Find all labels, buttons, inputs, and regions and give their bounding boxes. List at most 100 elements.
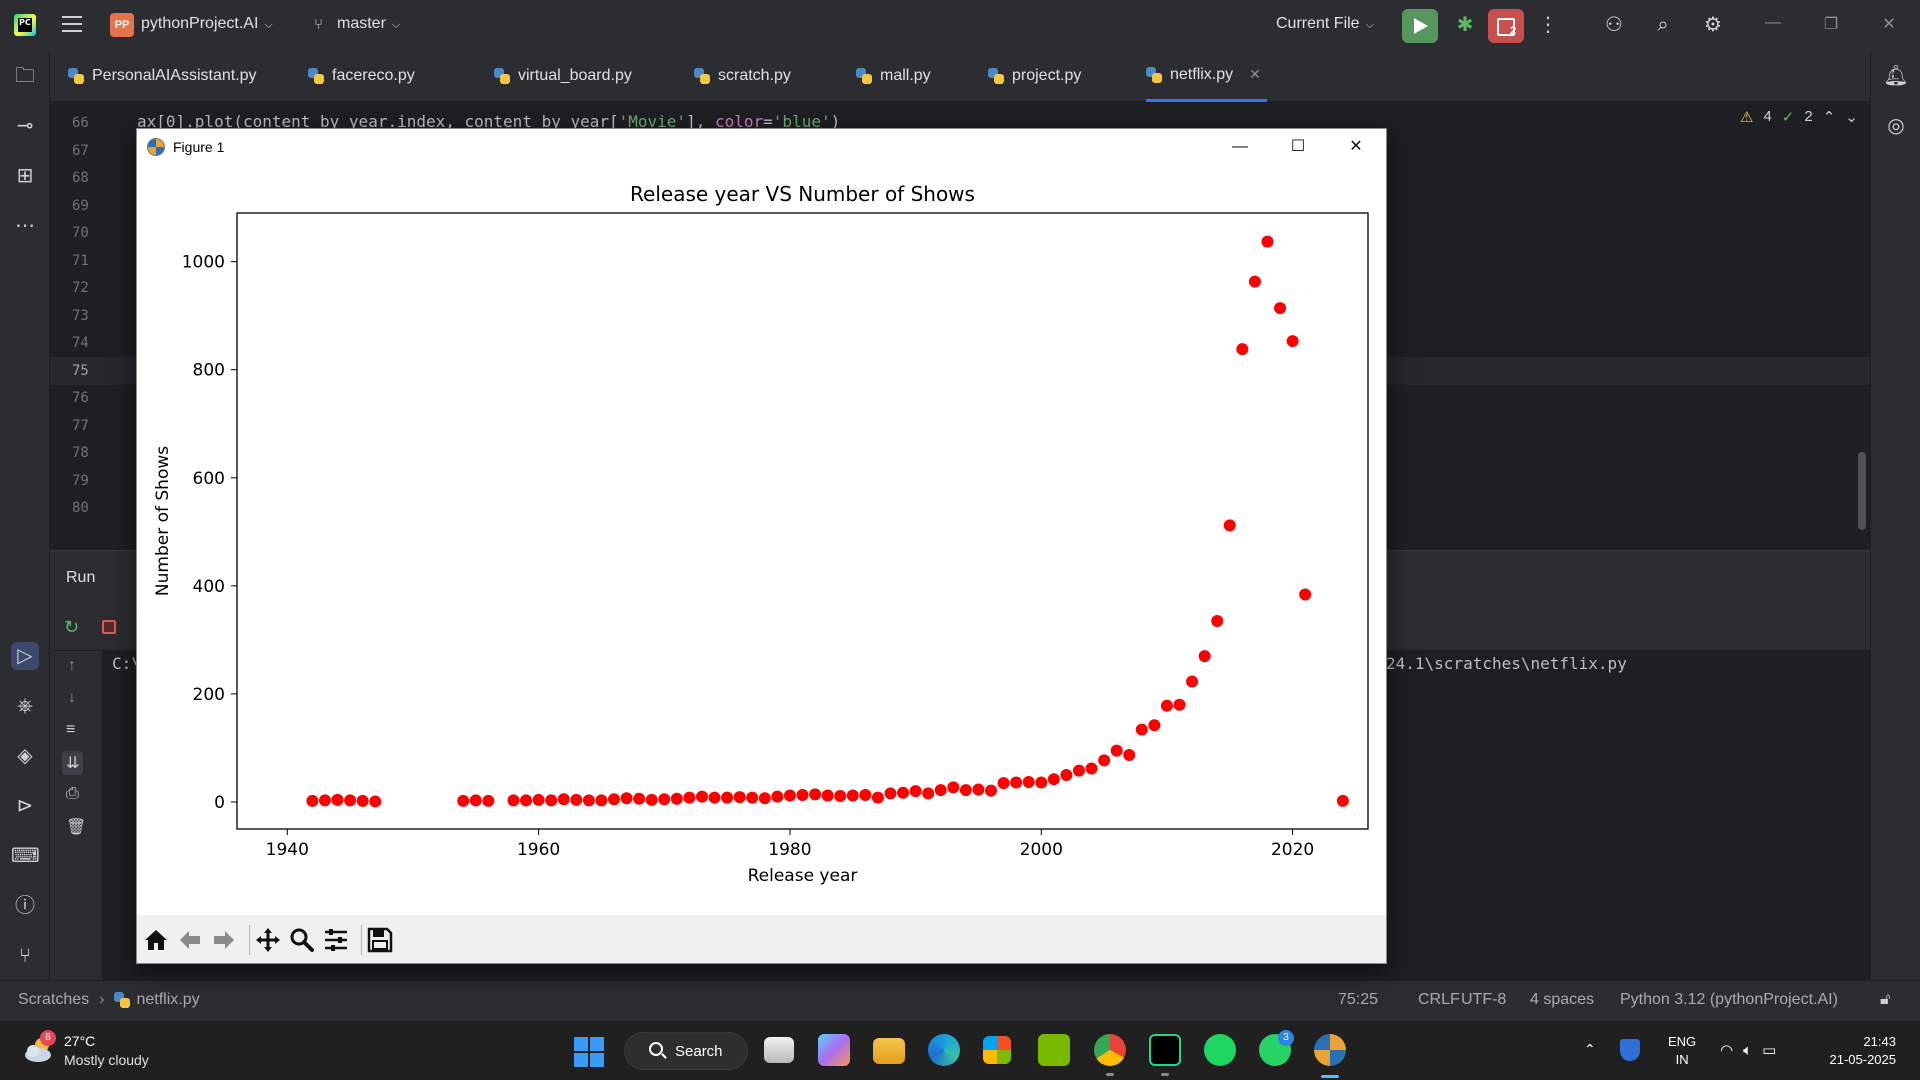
maximize-icon[interactable]: ☐ <box>1290 138 1306 155</box>
chevron-down-icon[interactable]: ⌄ <box>1845 109 1858 126</box>
structure-icon[interactable]: ⊞ <box>16 165 34 187</box>
rerun-icon[interactable]: ↻ <box>64 617 80 637</box>
chevron-up-icon[interactable]: ⌃ <box>1822 109 1836 126</box>
spotify-icon[interactable] <box>1204 1034 1236 1066</box>
branch-selector[interactable]: master ⌵ <box>337 15 400 33</box>
lock-icon[interactable]: 🔓︎ <box>1880 991 1891 1008</box>
project-selector[interactable]: pythonProject.AI ⌵ <box>141 15 273 33</box>
minimize-icon[interactable]: — <box>1232 138 1248 155</box>
project-folder-icon[interactable]: 🗀 <box>15 65 35 87</box>
input-language[interactable]: ENG IN <box>1668 1033 1696 1069</box>
system-tray[interactable]: ◠🔈︎▭ <box>1720 1041 1786 1059</box>
weather-temperature[interactable]: 27°C <box>64 1033 96 1049</box>
copilot-icon[interactable] <box>818 1034 850 1066</box>
run-config-selector[interactable]: Current File ⌵ <box>1276 15 1374 33</box>
pycharm-logo-icon[interactable]: PC <box>14 14 36 36</box>
ms-store-icon[interactable] <box>983 1036 1011 1064</box>
tab-personalaiassistant[interactable]: PersonalAIAssistant.py <box>68 50 257 102</box>
interpreter-selector[interactable]: Python 3.12 (pythonProject.AI) <box>1620 991 1838 1008</box>
matplotlib-figure-icon[interactable] <box>1314 1034 1346 1066</box>
services-icon[interactable]: ⊳ <box>16 795 34 817</box>
arrow-down-icon[interactable]: ↓ <box>68 689 76 706</box>
zoom-icon[interactable] <box>289 927 315 953</box>
back-arrow-icon[interactable] <box>177 927 203 953</box>
minimize-icon[interactable]: — <box>1765 14 1781 31</box>
python-packages-icon[interactable]: ◈ <box>17 745 33 767</box>
forward-arrow-icon[interactable] <box>211 927 237 953</box>
commit-icon[interactable]: ⊸ <box>16 115 34 137</box>
figure-canvas[interactable]: Release year VS Number of Shows Release … <box>137 165 1386 915</box>
figure-titlebar: Figure 1 — ☐ ✕ <box>137 129 1386 165</box>
pan-icon[interactable] <box>255 927 281 953</box>
trash-icon[interactable]: 🗑︎ <box>66 819 87 836</box>
breadcrumb-file[interactable]: netflix.py <box>136 991 200 1008</box>
indent-setting[interactable]: 4 spaces <box>1530 991 1595 1008</box>
chevron-up-icon[interactable]: ⌃ <box>1584 1041 1596 1057</box>
gear-icon[interactable]: ⚙ <box>1704 14 1722 36</box>
file-explorer-icon[interactable] <box>873 1038 905 1064</box>
add-user-icon[interactable]: ⚇ <box>1605 14 1623 36</box>
close-icon[interactable]: ✕ <box>1349 138 1363 155</box>
save-icon[interactable] <box>367 927 393 953</box>
home-icon[interactable] <box>143 927 169 953</box>
run-panel-title[interactable]: Run <box>66 569 96 586</box>
nvidia-icon[interactable] <box>1038 1034 1070 1066</box>
search-icon[interactable]: ⌕ <box>1657 14 1669 36</box>
file-encoding[interactable]: UTF-8 <box>1461 991 1507 1008</box>
soft-wrap-icon[interactable]: ≡ <box>66 721 76 738</box>
restore-icon[interactable]: ❐ <box>1823 16 1839 33</box>
task-view-icon[interactable] <box>764 1037 794 1063</box>
inspections-widget[interactable]: ⚠ 4 ✓ 2 ⌃ ⌄ <box>1740 108 1858 126</box>
console-output: C:\ <box>112 654 141 673</box>
problems-icon[interactable]: ⓘ <box>15 895 35 917</box>
run-tool-icon[interactable]: ▷ <box>11 642 39 670</box>
defender-shield-icon[interactable] <box>1620 1039 1640 1061</box>
pycharm-taskbar-icon[interactable] <box>1149 1034 1181 1066</box>
more-tools-icon[interactable]: ⋯ <box>15 215 35 237</box>
stop-button[interactable]: 2 <box>1488 9 1524 43</box>
windows-start-icon[interactable] <box>574 1037 604 1067</box>
cursor-position[interactable]: 75:25 <box>1338 991 1379 1008</box>
close-icon[interactable]: ✕ <box>1882 16 1896 33</box>
python-console-icon[interactable]: ⎈ <box>17 695 33 717</box>
wifi-icon[interactable]: ◠ <box>1720 1042 1744 1059</box>
branch-name: master <box>337 15 386 32</box>
code-line[interactable]: ax[0].plot(content_by_year.index, conten… <box>137 112 840 131</box>
configure-subplots-icon[interactable] <box>323 927 349 953</box>
debug-icon[interactable]: ✱ <box>1456 14 1474 36</box>
taskbar-search[interactable]: Search <box>624 1032 748 1070</box>
breadcrumb-root[interactable]: Scratches <box>18 991 90 1008</box>
scroll-to-end-icon[interactable]: ⇊ <box>62 751 84 775</box>
line-ending[interactable]: CRLF <box>1418 991 1460 1008</box>
edge-icon[interactable] <box>928 1034 960 1066</box>
terminal-icon[interactable]: ⌨ <box>11 845 40 867</box>
tab-facereco[interactable]: facereco.py <box>308 50 415 102</box>
tab-mall[interactable]: mall.py <box>856 50 931 102</box>
tab-virtual-board[interactable]: virtual_board.py <box>494 50 632 102</box>
tab-project[interactable]: project.py <box>988 50 1081 102</box>
battery-icon[interactable]: ▭ <box>1762 1042 1787 1059</box>
print-icon[interactable]: ⎙ <box>66 785 79 802</box>
project-badge[interactable]: PP <box>110 13 134 37</box>
editor-scrollbar[interactable] <box>1858 452 1866 530</box>
ai-assistant-icon[interactable]: ◎ <box>1887 115 1905 137</box>
scatter-point <box>1047 773 1060 786</box>
tab-scratch[interactable]: scratch.py <box>694 50 791 102</box>
run-button[interactable] <box>1402 9 1438 43</box>
weather-description[interactable]: Mostly cloudy <box>64 1052 149 1068</box>
stop-icon[interactable] <box>102 620 116 634</box>
notifications-icon[interactable]: 🔔︎ <box>1883 65 1909 87</box>
warning-count: 4 <box>1763 108 1772 125</box>
volume-icon[interactable]: 🔈︎ <box>1743 1042 1763 1059</box>
close-tab-icon[interactable]: ✕ <box>1249 66 1261 82</box>
scatter-point <box>821 789 834 802</box>
chrome-icon[interactable] <box>1094 1034 1126 1066</box>
arrow-up-icon[interactable]: ↑ <box>68 657 76 674</box>
more-tabs-icon[interactable]: ⋮ <box>1884 66 1902 86</box>
chevron-right-icon: › <box>99 991 105 1008</box>
hamburger-icon[interactable] <box>62 16 82 34</box>
git-icon[interactable]: ⑂ <box>19 945 31 967</box>
tab-netflix[interactable]: netflix.py ✕ <box>1146 50 1267 102</box>
clock[interactable]: 21:43 21-05-2025 <box>1816 1033 1897 1069</box>
more-icon[interactable]: ⋮ <box>1538 14 1558 36</box>
